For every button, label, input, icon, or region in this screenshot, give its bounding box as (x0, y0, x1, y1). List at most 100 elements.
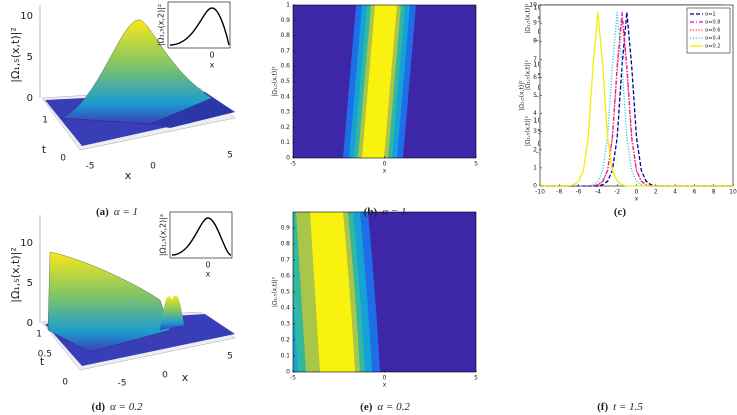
x-tick-label: 8 (712, 189, 716, 196)
caption-label: (f) (597, 401, 608, 413)
z-tick-label: 5 (27, 278, 33, 289)
y-tick-label: 9 (533, 20, 537, 27)
y-tick-label: 8 (533, 38, 537, 45)
line (540, 12, 733, 187)
caption: (b) α = 1 (364, 206, 407, 218)
y-tick-label: 0.2 (280, 124, 290, 131)
z-tick-label: 10 (20, 11, 33, 22)
y-tick-label: 10 (533, 3, 542, 11)
x-tick-label: 5 (474, 375, 478, 382)
t-tick-label: 1 (36, 330, 42, 340)
legend-label: α=0.4 (705, 36, 720, 42)
y-label: |Ω₁,₅(x,t)|² (272, 276, 279, 307)
x-tick-label: 0 (162, 371, 168, 381)
x-tick-label: -5 (290, 161, 296, 168)
z-tick-label: 10 (20, 238, 33, 249)
x-tick-label: -8 (556, 189, 562, 196)
z-tick-label: 0 (27, 93, 33, 104)
x-tick-label: 10 (729, 189, 737, 196)
x-tick-label: -5 (86, 162, 95, 172)
y-tick-label: 3 (533, 128, 537, 135)
caption-label: (b) (364, 206, 378, 218)
caption-text: t = 1.5 (613, 401, 643, 413)
x-tick-label: 0 (383, 375, 387, 382)
contour-b (292, 4, 477, 159)
y-tick-label: 10 (533, 116, 542, 124)
y-label: |Ω₁,₅(x,t)|² (272, 66, 279, 97)
x-tick-label: -5 (118, 379, 127, 389)
x-label: x (635, 196, 639, 203)
y-tick-label: 6 (533, 74, 537, 81)
y-tick-label: 2 (533, 146, 537, 153)
x-tick-label: 2 (654, 189, 658, 196)
y-tick-label: 0 (533, 183, 537, 190)
y-tick-label: 0.1 (280, 353, 290, 360)
y-label: |Ω₁,₅(x,t)|² (519, 80, 526, 111)
y-tick-label: 0.3 (280, 109, 290, 116)
y-tick-label: 0.3 (280, 321, 290, 328)
x-label: x (125, 169, 132, 182)
x-tick-label: -2 (614, 189, 620, 196)
legend-label: α=0.8 (705, 20, 720, 26)
y-tick-label: 0.2 (280, 337, 290, 344)
x-tick-label: 5 (474, 161, 478, 168)
inset-y-label: |Ω₁,₅(x,2)|² (159, 214, 168, 256)
x-label: x (383, 168, 387, 175)
y-tick-label: 0.4 (280, 93, 290, 100)
caption: (c) (614, 206, 627, 218)
t-tick-label: 1 (42, 116, 48, 126)
y-label: |Ω₁,₅(x,t)|² (525, 59, 532, 90)
x-tick-label: 5 (227, 352, 233, 362)
y-tick-label: 0.8 (280, 32, 290, 39)
y-tick-label: 0 (286, 369, 290, 376)
x-tick-label: -4 (595, 189, 601, 196)
x-tick-label: 6 (692, 189, 696, 196)
inset-x-label: x (206, 270, 211, 279)
x-tick-label: -10 (535, 189, 545, 196)
y-tick-label: 0.7 (280, 47, 290, 54)
x-label: x (383, 382, 387, 389)
legend-label: α=1 (705, 12, 716, 18)
x-tick-label: 5 (227, 151, 233, 161)
caption-label: (a) (96, 206, 109, 218)
y-tick-label: 0.5 (280, 78, 290, 85)
y-label: |Ω₁,₅(x,t)|² (525, 3, 532, 34)
x-tick-label: 0 (383, 161, 387, 168)
inset-y-label: |Ω₁,₅(x,2)|² (157, 4, 166, 46)
caption: (d) α = 0.2 (92, 401, 143, 413)
z-tick-label: 5 (27, 52, 33, 63)
t-label: t (40, 355, 45, 368)
caption-text: α = 0.2 (377, 401, 410, 413)
y-tick-label: 0.5 (280, 289, 290, 296)
y-tick-label: 0.9 (280, 17, 290, 24)
line (540, 12, 733, 187)
inset-x-tick-label: 0 (209, 51, 214, 60)
x-label: x (182, 371, 189, 384)
y-tick-label: 0.4 (280, 305, 290, 312)
t-tick-label: 0 (60, 154, 66, 164)
x-tick-label: 0 (150, 162, 156, 172)
caption-text: α = 1 (114, 206, 138, 218)
caption: (f) t = 1.5 (597, 401, 643, 413)
caption-text: α = 1 (382, 206, 406, 218)
inset-x-label: x (210, 61, 215, 70)
caption-label: (e) (360, 401, 373, 413)
caption: (e) α = 0.2 (360, 401, 410, 413)
surface-d (39, 211, 236, 371)
caption-text: α = 0.2 (110, 401, 143, 413)
t-tick-label: 0 (62, 378, 68, 388)
y-tick-label: 1 (286, 2, 290, 9)
x-tick-label: -5 (290, 375, 296, 382)
y-tick-label: 10 (529, 2, 537, 9)
caption-label: (d) (92, 401, 106, 413)
x-tick-label: 4 (673, 189, 677, 196)
inset-x-tick-label: 0 (205, 261, 210, 270)
t-tick-label: 0.5 (38, 350, 52, 360)
z-tick-label: 0 (27, 318, 33, 329)
y-tick-label: 0.8 (280, 241, 290, 248)
y-tick-label: 0.6 (280, 273, 290, 280)
y-tick-label: 0.6 (280, 63, 290, 70)
y-tick-label: 0 (286, 155, 290, 162)
y-tick-label: 0.7 (280, 257, 290, 264)
x-tick-label: 0 (635, 189, 639, 196)
